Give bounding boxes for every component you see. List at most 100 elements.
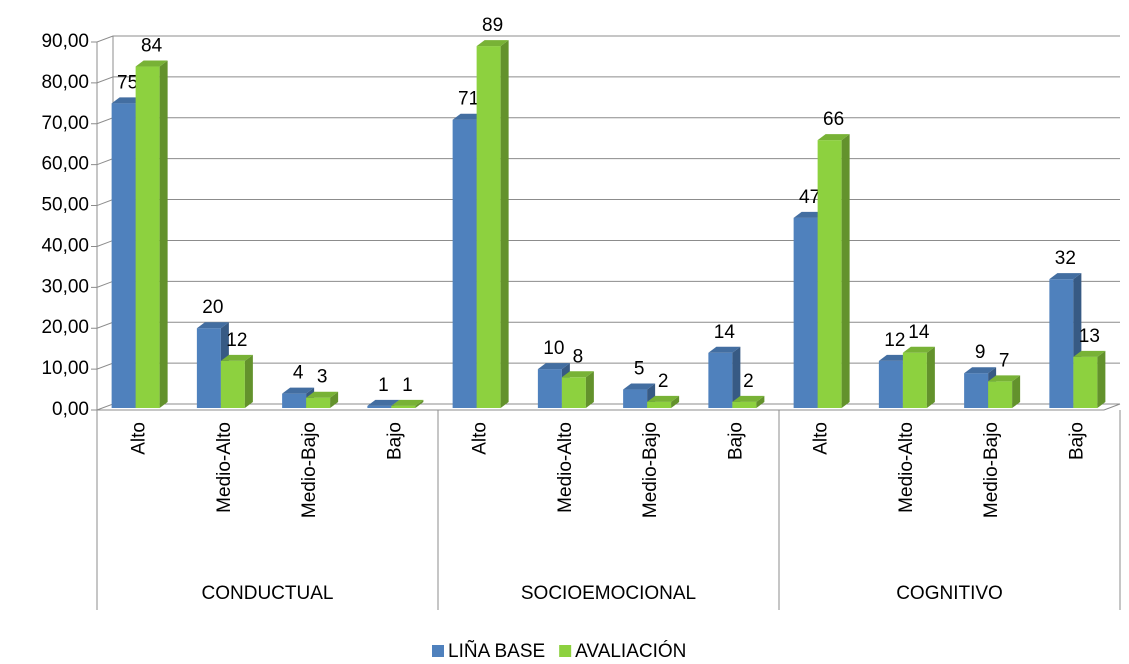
bar-top <box>196 322 229 329</box>
data-label: 14 <box>908 322 930 343</box>
bar-top <box>964 367 997 374</box>
bar-side <box>926 346 935 408</box>
bar <box>732 401 757 408</box>
bar <box>964 373 989 408</box>
data-label: 2 <box>743 371 754 392</box>
bar-top <box>561 371 594 378</box>
bar-top <box>988 375 1021 382</box>
bar <box>306 397 331 408</box>
bar-side <box>415 399 424 408</box>
group-label: CONDUCTUAL <box>202 583 334 604</box>
bar-top <box>732 395 765 402</box>
bar-top <box>476 40 509 47</box>
data-label: 89 <box>482 15 503 36</box>
data-label: 71 <box>458 89 479 110</box>
bar <box>111 103 136 408</box>
x-tick-label: Medio-Bajo <box>299 422 320 518</box>
bar-top <box>391 399 424 406</box>
legend-label: LIÑA BASE <box>448 640 545 662</box>
bar-side <box>732 346 741 408</box>
bar <box>220 360 245 408</box>
y-tick-label: 0,00 <box>52 399 89 420</box>
bar-top <box>647 395 680 402</box>
bar-side <box>1012 375 1021 408</box>
x-tick-label: Medio-Alto <box>896 422 917 513</box>
y-tick-label: 20,00 <box>41 317 89 338</box>
bar <box>817 140 842 408</box>
y-tick-label: 10,00 <box>41 358 89 379</box>
bar <box>793 217 818 408</box>
back-wall <box>96 36 114 410</box>
y-tick-label: 80,00 <box>41 72 89 93</box>
data-label: 66 <box>823 109 844 130</box>
y-tick-label: 30,00 <box>41 276 89 297</box>
bar <box>561 377 586 408</box>
bar <box>282 393 307 408</box>
bar <box>902 352 927 408</box>
x-tick-label: Medio-Bajo <box>981 422 1002 518</box>
data-label: 9 <box>975 342 986 363</box>
bar-side <box>500 40 509 408</box>
grid-line <box>91 280 1120 288</box>
data-label: 12 <box>226 330 247 351</box>
bar <box>367 405 392 408</box>
bar-top <box>708 346 741 353</box>
y-tick-label: 40,00 <box>41 235 89 256</box>
bar <box>647 401 672 408</box>
y-tick-label: 70,00 <box>41 113 89 134</box>
grid-line <box>91 117 1120 125</box>
bar-top <box>623 383 656 390</box>
bar-top <box>902 346 935 353</box>
bar-side <box>585 371 594 408</box>
bar-side <box>841 134 850 408</box>
data-label: 2 <box>658 371 669 392</box>
x-tick-label: Alto <box>470 422 491 455</box>
x-tick-label: Medio-Bajo <box>640 422 661 518</box>
data-label: 32 <box>1055 248 1076 269</box>
bar-side <box>756 395 765 408</box>
data-label: 84 <box>141 36 163 57</box>
bar-top <box>817 134 850 141</box>
x-tick-label: Alto <box>811 422 832 455</box>
data-label: 3 <box>317 367 328 388</box>
x-tick-label: Alto <box>129 422 150 455</box>
y-tick-label: 50,00 <box>41 195 89 216</box>
bar-side <box>671 395 680 408</box>
data-label: 7 <box>999 350 1010 371</box>
group-label: SOCIOEMOCIONAL <box>521 583 696 604</box>
grid-line <box>91 403 1120 411</box>
bar <box>878 360 903 408</box>
bar <box>623 389 648 408</box>
grid-line <box>91 35 1120 43</box>
data-label: 13 <box>1079 326 1100 347</box>
data-label: 47 <box>799 187 820 208</box>
bar-top <box>537 363 570 370</box>
bar-top <box>282 387 315 394</box>
data-label: 5 <box>634 359 645 380</box>
data-label: 1 <box>402 375 413 396</box>
bar <box>391 405 416 408</box>
legend-swatch <box>432 645 444 657</box>
x-tick-label: Bajo <box>384 422 405 460</box>
data-label: 14 <box>714 322 736 343</box>
bar <box>1073 356 1098 408</box>
bar-side <box>244 354 253 408</box>
bar <box>452 119 477 408</box>
x-tick-label: Bajo <box>725 422 746 460</box>
data-label: 4 <box>293 363 304 384</box>
grid-line <box>91 239 1120 247</box>
grid-line <box>91 158 1120 166</box>
bar <box>1049 279 1074 408</box>
x-tick-label: Medio-Alto <box>555 422 576 513</box>
bar <box>708 352 733 408</box>
grid-line <box>91 199 1120 207</box>
x-tick-label: Bajo <box>1066 422 1087 460</box>
bar-top <box>1073 350 1106 357</box>
legend-label: AVALIACIÓN <box>575 640 686 662</box>
data-label: 20 <box>202 297 223 318</box>
x-tick-label: Medio-Alto <box>214 422 235 513</box>
group-label: COGNITIVO <box>896 583 1003 604</box>
y-tick-label: 60,00 <box>41 154 89 175</box>
data-label: 1 <box>378 375 389 396</box>
bar-side <box>330 391 339 408</box>
